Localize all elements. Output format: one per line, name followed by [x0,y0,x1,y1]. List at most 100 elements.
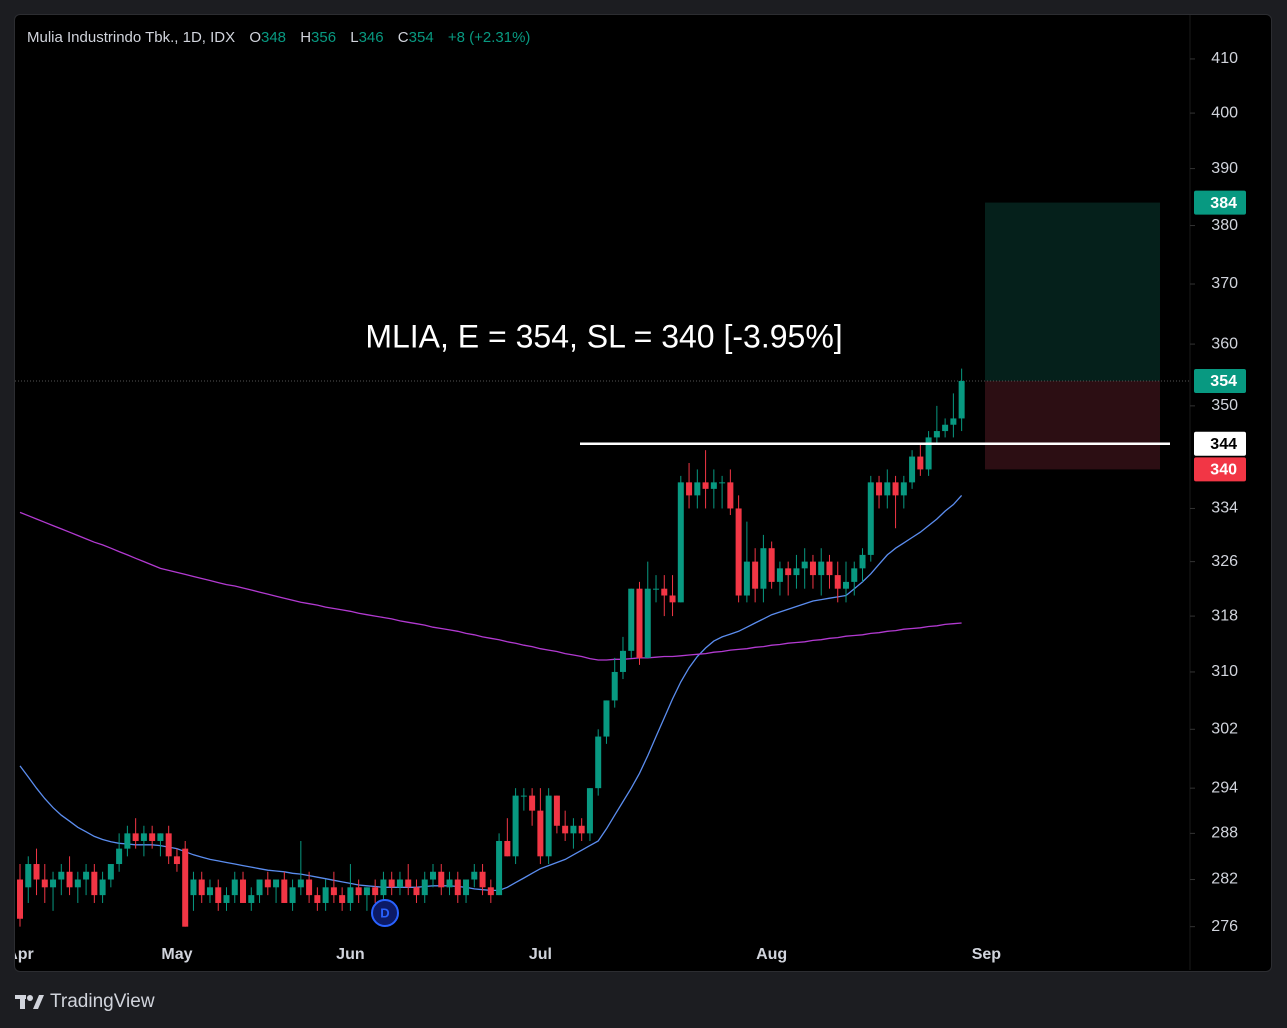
candle-body [644,588,651,658]
y-tick-label: 302 [1211,721,1238,738]
y-tick-label: 288 [1211,825,1238,842]
candle-body [925,437,932,470]
candle-body [198,879,205,896]
candle-body [206,887,213,896]
y-tick-label: 410 [1211,50,1238,67]
candle-body [91,871,98,896]
candle-body [512,795,519,857]
candle-body [157,833,164,841]
price-label: 354 [1210,373,1237,390]
candle-body [719,482,726,484]
candle-body [595,736,602,789]
marker-label: D [380,905,389,920]
y-tick-label: 400 [1211,104,1238,121]
candle-body [248,895,255,903]
candle-body [520,795,527,797]
candle-body [826,561,833,576]
candle-body [479,871,486,888]
candle-body [240,879,247,903]
candle-body [735,508,742,596]
candle-body [636,588,643,658]
candle-body [603,700,610,737]
candle-body [471,871,478,880]
candle-body [909,456,916,483]
y-tick-label: 370 [1211,275,1238,292]
candle-body [917,456,924,470]
candle-body [942,424,949,432]
y-tick-label: 326 [1211,553,1238,570]
candle-body [884,482,891,496]
candle-body [25,864,32,888]
candle-body [578,825,585,834]
candle-body [760,548,767,589]
candle-body [653,588,660,590]
ohlc-value: 346 [358,29,384,46]
candle-body [537,810,544,857]
y-tick-label: 294 [1211,779,1238,796]
price-label-bg [1194,190,1246,215]
candle-body [710,482,717,489]
candle-body [851,568,858,582]
candle-body [487,887,494,896]
candle-body [438,871,445,888]
x-tick-label: Aug [756,946,787,963]
ohlc-label: H [300,29,312,46]
candle-body [661,588,668,596]
candle-body [322,887,329,903]
candle-body [529,795,536,811]
price-label-bg [1194,431,1246,456]
candle-body [149,833,156,841]
event-marker: D [371,899,399,927]
candle-body [306,879,313,896]
candle-body [743,561,750,596]
candle-body [58,871,65,880]
candle-body [430,871,436,880]
candle-body [876,482,883,496]
candle-body [727,482,734,509]
candle-body [496,840,503,896]
stop-zone [985,380,1160,470]
candle-body [859,554,866,569]
candle-body [355,887,362,896]
candle-body [843,581,849,589]
candle-body [611,671,618,701]
x-tick-label: May [161,946,192,963]
candle-body [570,825,577,834]
candle-body [363,887,370,896]
ohlc-item: O348 [249,29,286,46]
marker-circle [371,899,399,927]
candle-body [223,895,230,903]
candle-body [454,879,461,896]
candle-body [818,561,825,576]
candle-body [446,879,453,888]
price-label-bg [1194,368,1246,393]
candle-body [281,879,288,903]
candle-body [933,431,940,438]
candle-body [867,482,874,555]
candle-body [793,568,800,576]
candle-body [586,788,593,834]
ohlc-label: C [397,29,409,46]
candle-body [140,833,147,841]
candle-body [553,795,560,826]
x-tick-label: Jul [529,946,552,963]
x-tick-label: Jun [336,946,364,963]
candle-body [809,561,816,576]
candle-body [372,887,379,896]
chart-panel [14,14,1272,972]
candle-body [892,482,899,496]
ohlc-value: 356 [311,29,337,46]
candle-body [66,871,73,888]
candle-body [950,418,957,425]
annotation: MLIA, E = 354, SL = 340 [-3.95%] [365,318,842,354]
price-label-bg [1194,457,1246,482]
ohlc-value: 348 [261,29,287,46]
candle-body [165,833,172,857]
ohlc-value: 354 [408,29,434,46]
candle-body [17,879,23,919]
candle-body [173,856,180,865]
candle-body [380,879,387,896]
candle-body [50,879,57,888]
